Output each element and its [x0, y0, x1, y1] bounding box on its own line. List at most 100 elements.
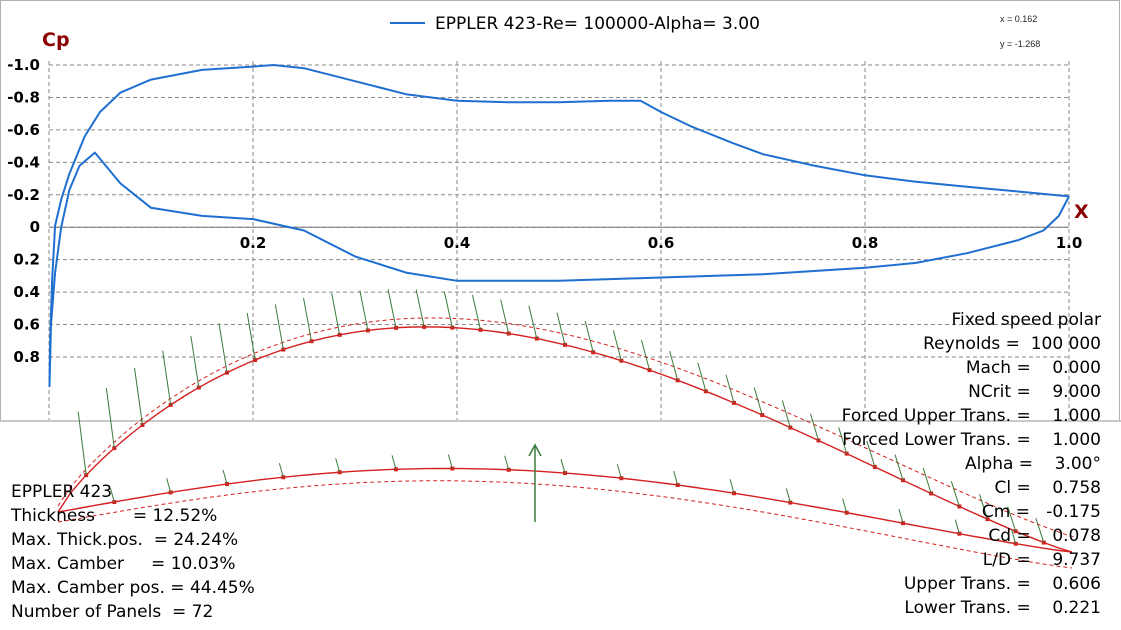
- airfoil-pressure-view: [57, 289, 1079, 569]
- y-tick-label: -0.8: [7, 88, 40, 106]
- lower-boundary-layer: [57, 480, 1073, 569]
- pressure-arrow: [584, 320, 594, 353]
- y-tick-label: -1.0: [7, 56, 40, 74]
- y-tick-label: 0.2: [13, 251, 40, 269]
- pressure-arrow: [616, 464, 622, 479]
- pressure-arrow: [331, 293, 341, 335]
- pressure-arrow: [166, 478, 172, 493]
- pressure-arrow: [472, 294, 481, 330]
- polar-cd: Cd = 0.078: [988, 526, 1101, 546]
- pressure-arrow: [504, 455, 510, 470]
- pressure-arrow: [810, 413, 819, 441]
- pressure-arrow: [1035, 517, 1045, 543]
- polar-mach: Mach = 0.000: [965, 358, 1101, 378]
- pressure-arrow: [528, 305, 538, 339]
- polar-lift-drag: L/D = 9.737: [982, 550, 1101, 570]
- pressure-arrow: [500, 299, 510, 334]
- lift-arrow-head: [528, 443, 542, 457]
- cursor-y-readout: y = -1.268: [1000, 39, 1040, 49]
- pressure-arrow: [838, 427, 848, 454]
- pressure-arrow: [842, 498, 848, 513]
- polar-cl: Cl = 0.758: [994, 478, 1101, 498]
- pressure-arrow: [950, 481, 960, 507]
- polar-type: Fixed speed polar: [951, 310, 1101, 330]
- pressure-arrow: [922, 467, 932, 494]
- cp-curve-layer: [48, 64, 1070, 388]
- pressure-arrow: [278, 463, 284, 478]
- polar-reynolds: Reynolds = 100 000: [923, 334, 1101, 354]
- cursor-x-readout: x = 0.162: [1000, 14, 1037, 24]
- pressure-arrow: [1011, 529, 1017, 544]
- x-axis-title: X: [1074, 201, 1089, 223]
- pressure-arrow: [673, 470, 679, 486]
- pressure-arrow: [785, 488, 791, 503]
- pressure-arrow: [274, 304, 284, 350]
- pressure-arrow: [556, 312, 566, 345]
- pressure-arrow: [387, 289, 397, 328]
- panel-node: [253, 357, 258, 362]
- pressure-arrow: [134, 367, 143, 426]
- pressure-arrow: [1007, 506, 1017, 532]
- pressure-arrow: [753, 387, 763, 416]
- pressure-arrow: [246, 312, 256, 361]
- polar-forced-lower-trans: Forced Lower Trans. = 1.000: [842, 430, 1101, 450]
- y-tick-label: -0.6: [7, 121, 40, 139]
- pressure-arrow: [443, 291, 453, 328]
- airfoil-max-camber-pos: Max. Camber pos. = 44.45%: [11, 578, 255, 598]
- grid-lines: [48, 61, 1070, 420]
- pressure-arrow: [669, 350, 679, 381]
- pressure-arrow: [560, 458, 566, 474]
- pressure-arrow: [729, 479, 735, 494]
- pressure-arrow: [105, 387, 115, 449]
- airfoil-max-camber: Max. Camber = 10.03%: [11, 554, 236, 574]
- airfoil-panel-count: Number of Panels = 72: [11, 602, 214, 622]
- y-tick-labels: -1.0 -0.8 -0.6 -0.4 -0.2 0 0.2 0.4 0.6 0.8: [7, 56, 40, 366]
- x-tick-label: 1.0: [1056, 234, 1083, 252]
- polar-lower-trans: Lower Trans. = 0.221: [904, 598, 1101, 618]
- y-tick-label: 0.6: [13, 316, 40, 334]
- pressure-arrow: [781, 400, 791, 428]
- pressure-arrow: [77, 411, 87, 476]
- airfoil-thickness: Thickness = 12.52%: [11, 506, 218, 526]
- y-tick-label: 0.8: [13, 348, 40, 366]
- y-tick-label: -0.4: [7, 153, 40, 171]
- pressure-arrow: [109, 487, 115, 503]
- polar-alpha: Alpha = 3.00°: [965, 454, 1101, 474]
- pressure-arrow: [697, 362, 707, 392]
- legend-label: EPPLER 423-Re= 100000-Alpha= 3.00: [435, 14, 760, 34]
- airfoil-name: EPPLER 423: [11, 482, 113, 502]
- pressure-arrow: [898, 509, 904, 524]
- airfoil-info-panel: EPPLER 423 Thickness = 12.52% Max. Thick…: [11, 480, 255, 624]
- y-tick-label: 0: [30, 218, 40, 236]
- pressure-arrow: [641, 340, 650, 371]
- x-tick-label: 0.8: [852, 234, 879, 252]
- pressure-arrow: [979, 494, 988, 520]
- pressure-arrow: [954, 519, 960, 534]
- pressure-arrow: [894, 454, 904, 481]
- pressure-arrow: [359, 290, 369, 331]
- y-tick-label: 0.4: [13, 283, 40, 301]
- polar-info-panel: Fixed speed polar Reynolds = 100 000 Mac…: [842, 308, 1101, 620]
- pressure-arrow: [303, 297, 312, 342]
- polar-ncrit: NCrit = 9.000: [968, 382, 1101, 402]
- pressure-arrow: [612, 330, 622, 361]
- pressure-arrow: [190, 335, 200, 388]
- pressure-arrow: [866, 440, 876, 468]
- y-axis-title: Cp: [42, 29, 70, 51]
- pressure-arrow: [162, 350, 172, 405]
- airfoil-max-thick-pos: Max. Thick.pos. = 24.24%: [11, 530, 239, 550]
- plot-frame: [0, 0, 1120, 421]
- polar-cm: Cm = -0.175: [981, 502, 1101, 522]
- x-tick-labels: 0.2 0.4 0.6 0.8 1.0: [240, 234, 1083, 252]
- pressure-arrow: [218, 323, 228, 373]
- cp-curve: [48, 64, 1070, 388]
- polar-upper-trans: Upper Trans. = 0.606: [903, 574, 1101, 594]
- pressure-arrow: [335, 458, 341, 473]
- x-tick-label: 0.4: [444, 234, 471, 252]
- pressure-arrow: [725, 374, 735, 404]
- pressure-arrow: [415, 289, 425, 327]
- x-tick-label: 0.2: [240, 234, 267, 252]
- x-tick-label: 0.6: [648, 234, 675, 252]
- polar-forced-upper-trans: Forced Upper Trans. = 1.000: [841, 406, 1101, 426]
